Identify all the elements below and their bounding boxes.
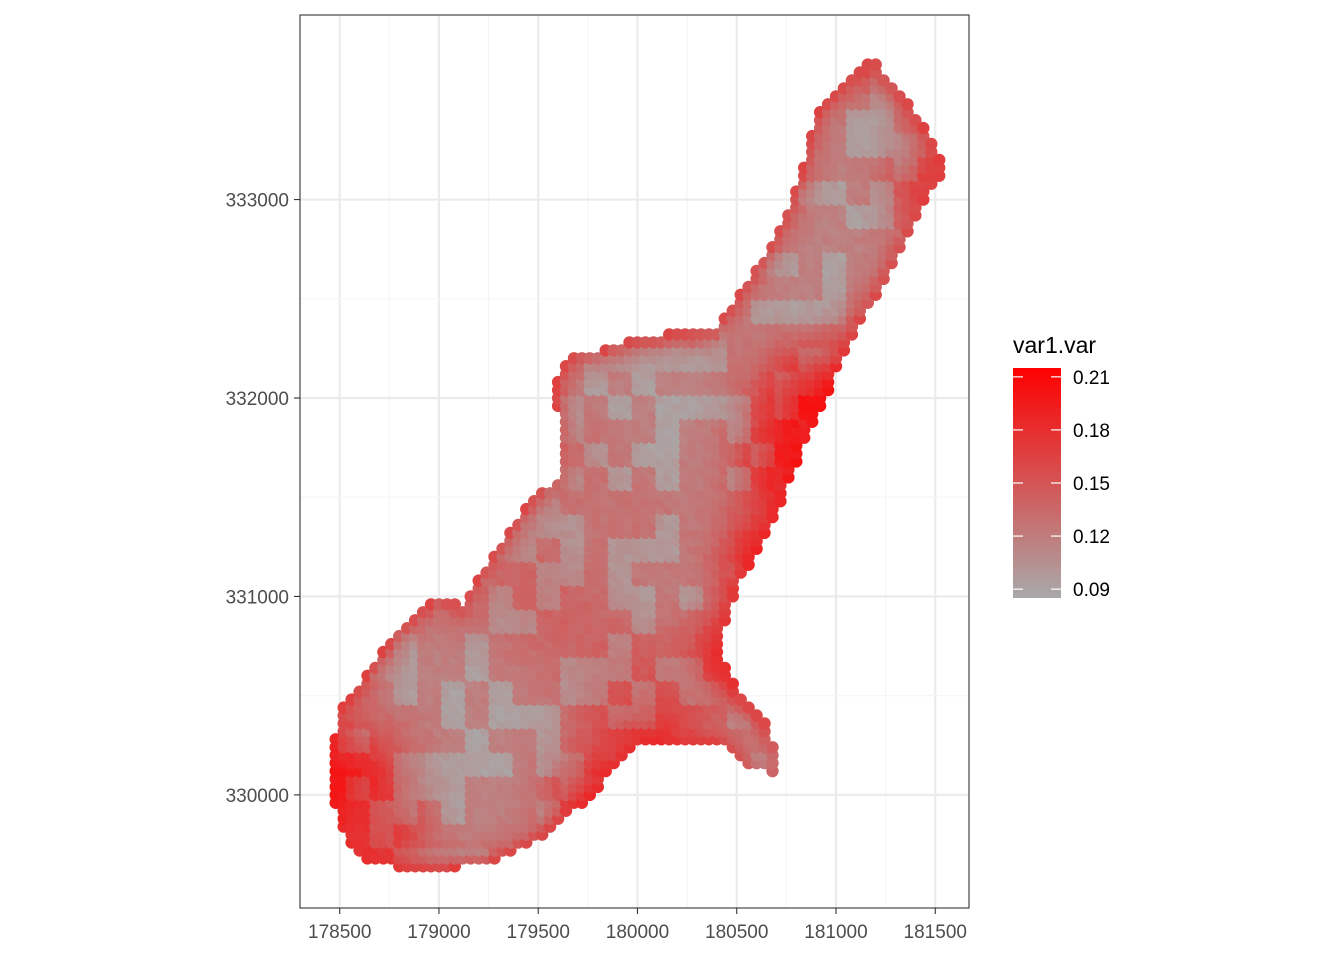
legend-label: 0.09 (1073, 580, 1110, 601)
x-axis: 178500 179000 179500 180000 180500 181000 1815… (308, 908, 967, 943)
grid-point (448, 598, 461, 611)
y-tick-label: 332000 (226, 389, 289, 410)
grid-point (877, 74, 890, 87)
grid-point (909, 114, 922, 127)
legend-label: 0.15 (1073, 474, 1110, 495)
grid-point (734, 693, 747, 706)
x-tick-label: 181500 (904, 922, 967, 943)
grid-point (718, 661, 731, 675)
x-tick-label: 181000 (804, 922, 867, 943)
legend-ticks: 0.09 0.12 0.15 0.18 0.21 (1013, 368, 1110, 601)
grid-point (742, 701, 755, 714)
legend-label: 0.12 (1073, 527, 1110, 548)
grid-point (726, 677, 739, 690)
x-tick-label: 180500 (705, 922, 768, 943)
legend-label: 0.18 (1073, 421, 1110, 442)
grid-point (869, 58, 882, 71)
x-tick-label: 180000 (606, 922, 669, 943)
x-tick-label: 179000 (407, 922, 470, 943)
grid-point (885, 82, 898, 95)
data-points (329, 58, 946, 873)
grid-point (901, 98, 914, 111)
grid-point (933, 153, 946, 167)
y-tick-label: 331000 (226, 587, 289, 608)
y-tick-label: 333000 (226, 191, 289, 212)
x-tick-label: 178500 (308, 922, 371, 943)
legend-title: var1.var (1013, 332, 1096, 358)
legend: var1.var 0.09 0.12 0.15 0.18 0.21 (1013, 332, 1110, 601)
legend-label: 0.21 (1073, 368, 1110, 389)
grid-point (766, 741, 779, 754)
grid-point (925, 137, 938, 151)
grid-point (893, 90, 906, 103)
x-tick-label: 179500 (507, 922, 570, 943)
y-axis: 330000 331000 332000 333000 (226, 191, 300, 807)
y-tick-label: 330000 (226, 786, 289, 807)
grid-point (750, 709, 763, 722)
plot-border (299, 14, 970, 909)
grid-point (917, 121, 930, 135)
grid-point (758, 717, 771, 730)
